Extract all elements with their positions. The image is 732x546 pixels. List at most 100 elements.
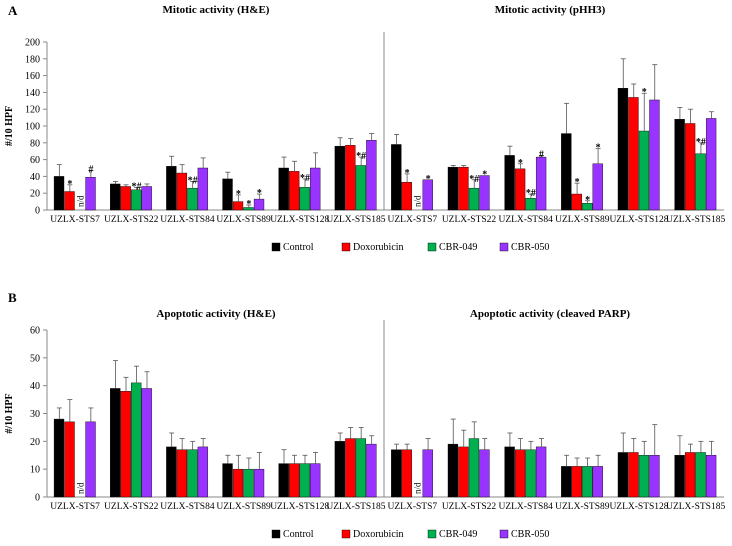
- bar-cbr-049: [695, 153, 706, 211]
- legend-swatch-cbr-049: [427, 242, 437, 252]
- bar-cbr-049: [638, 455, 650, 498]
- legend-swatch-control: [271, 529, 281, 539]
- category-label: UZLX-STS7: [50, 215, 100, 225]
- bar-doxorubicin: [120, 186, 131, 211]
- significance-mark: *: [585, 195, 590, 206]
- bar-control: [674, 119, 685, 211]
- legend-label: CBR-049: [439, 242, 477, 253]
- bar-control: [222, 178, 233, 211]
- bar-control: [53, 176, 65, 211]
- bar-doxorubicin: [176, 449, 188, 498]
- category-label: UZLX-STS185: [326, 215, 385, 225]
- bar-control: [278, 167, 289, 211]
- bar-control: [53, 418, 65, 498]
- bar-cbr-050: [592, 163, 603, 211]
- bar-control: [334, 145, 346, 211]
- bar-control: [166, 166, 177, 211]
- subchart-title: Apoptotic activity (cleaved PARP): [470, 308, 631, 320]
- legend-swatch-cbr-050: [499, 242, 509, 252]
- bar-cbr-049: [468, 438, 480, 498]
- bar-doxorubicin: [120, 391, 131, 498]
- y-tick-label: 40: [30, 381, 40, 392]
- bar-cbr-050: [141, 186, 152, 211]
- bar-cbr-050: [422, 179, 433, 211]
- bar-cbr-049: [355, 438, 367, 498]
- bar-cbr-049: [525, 449, 536, 498]
- significance-mark: *: [405, 168, 410, 179]
- y-tick-label: 100: [25, 122, 40, 133]
- bar-doxorubicin: [514, 449, 526, 498]
- significance-mark: *: [257, 188, 262, 199]
- legend-swatch-control: [271, 242, 281, 252]
- bar-cbr-050: [197, 446, 209, 498]
- bar-doxorubicin: [289, 171, 300, 211]
- significance-mark: *#: [300, 173, 310, 184]
- category-label: UZLX-STS89: [555, 215, 610, 225]
- bar-cbr-050: [535, 156, 547, 211]
- bar-doxorubicin: [628, 97, 639, 211]
- y-tick-label: 0: [35, 493, 40, 504]
- bar-cbr-050: [310, 167, 321, 211]
- panel-label: A: [8, 3, 18, 18]
- bar-cbr-050: [253, 468, 265, 498]
- legend-label: Doxorubicin: [353, 242, 404, 253]
- bar-control: [391, 449, 402, 498]
- category-label: UZLX-STS7: [388, 502, 438, 512]
- legend-swatch-doxorubicin: [341, 529, 351, 539]
- bar-cbr-050: [479, 449, 490, 498]
- category-label: UZLX-STS84: [160, 502, 215, 512]
- bar-cbr-050: [479, 175, 490, 211]
- bar-cbr-050: [366, 140, 377, 211]
- category-label: UZLX-STS185: [326, 502, 385, 512]
- y-tick-label: 140: [25, 88, 40, 99]
- significance-mark: *: [67, 179, 72, 190]
- bar-cbr-049: [695, 452, 706, 498]
- bar-control: [391, 144, 402, 211]
- significance-mark: #: [88, 165, 93, 176]
- bar-doxorubicin: [64, 421, 75, 498]
- bar-cbr-050: [705, 455, 717, 498]
- significance-mark: *: [246, 199, 251, 210]
- y-axis-label: #/10 HPF: [4, 393, 15, 433]
- category-label: UZLX-STS84: [498, 215, 553, 225]
- bar-doxorubicin: [628, 452, 639, 498]
- significance-mark: *#: [356, 151, 366, 162]
- y-tick-label: 0: [35, 206, 40, 217]
- bar-cbr-050: [197, 167, 209, 211]
- bar-doxorubicin: [514, 168, 526, 211]
- significance-mark: *: [518, 158, 523, 169]
- category-label: UZLX-STS84: [498, 502, 553, 512]
- bar-cbr-050: [649, 99, 660, 211]
- y-tick-label: 120: [25, 105, 40, 116]
- bar-cbr-050: [253, 198, 265, 211]
- bar-cbr-050: [705, 118, 717, 211]
- category-label: UZLX-STS89: [216, 502, 271, 512]
- bar-control: [561, 466, 572, 498]
- significance-mark: *: [596, 143, 601, 154]
- subchart-title: Apoptotic activity (H&E): [156, 308, 275, 320]
- legend-label: Control: [283, 242, 314, 253]
- y-tick-label: 20: [30, 189, 40, 200]
- significance-mark: *#: [526, 188, 536, 199]
- category-label: UZLX-STS128: [609, 502, 668, 512]
- legend-swatch-doxorubicin: [341, 242, 351, 252]
- bar-doxorubicin: [289, 463, 300, 498]
- significance-mark: *#: [696, 137, 706, 148]
- y-tick-label: 60: [30, 326, 40, 337]
- bar-doxorubicin: [401, 449, 412, 498]
- bar-cbr-049: [243, 468, 254, 498]
- bar-cbr-049: [131, 382, 142, 498]
- category-label: UZLX-STS22: [442, 215, 497, 225]
- bar-control: [110, 183, 121, 211]
- bar-cbr-049: [468, 187, 480, 211]
- legend-swatch-cbr-050: [499, 529, 509, 539]
- legend-label: Doxorubicin: [353, 529, 404, 540]
- significance-mark: *: [642, 87, 647, 98]
- bar-cbr-050: [85, 177, 96, 211]
- bar-control: [447, 443, 459, 498]
- bar-control: [561, 133, 572, 211]
- bar-doxorubicin: [458, 446, 469, 498]
- significance-mark: *: [426, 174, 431, 185]
- bar-cbr-049: [299, 463, 310, 498]
